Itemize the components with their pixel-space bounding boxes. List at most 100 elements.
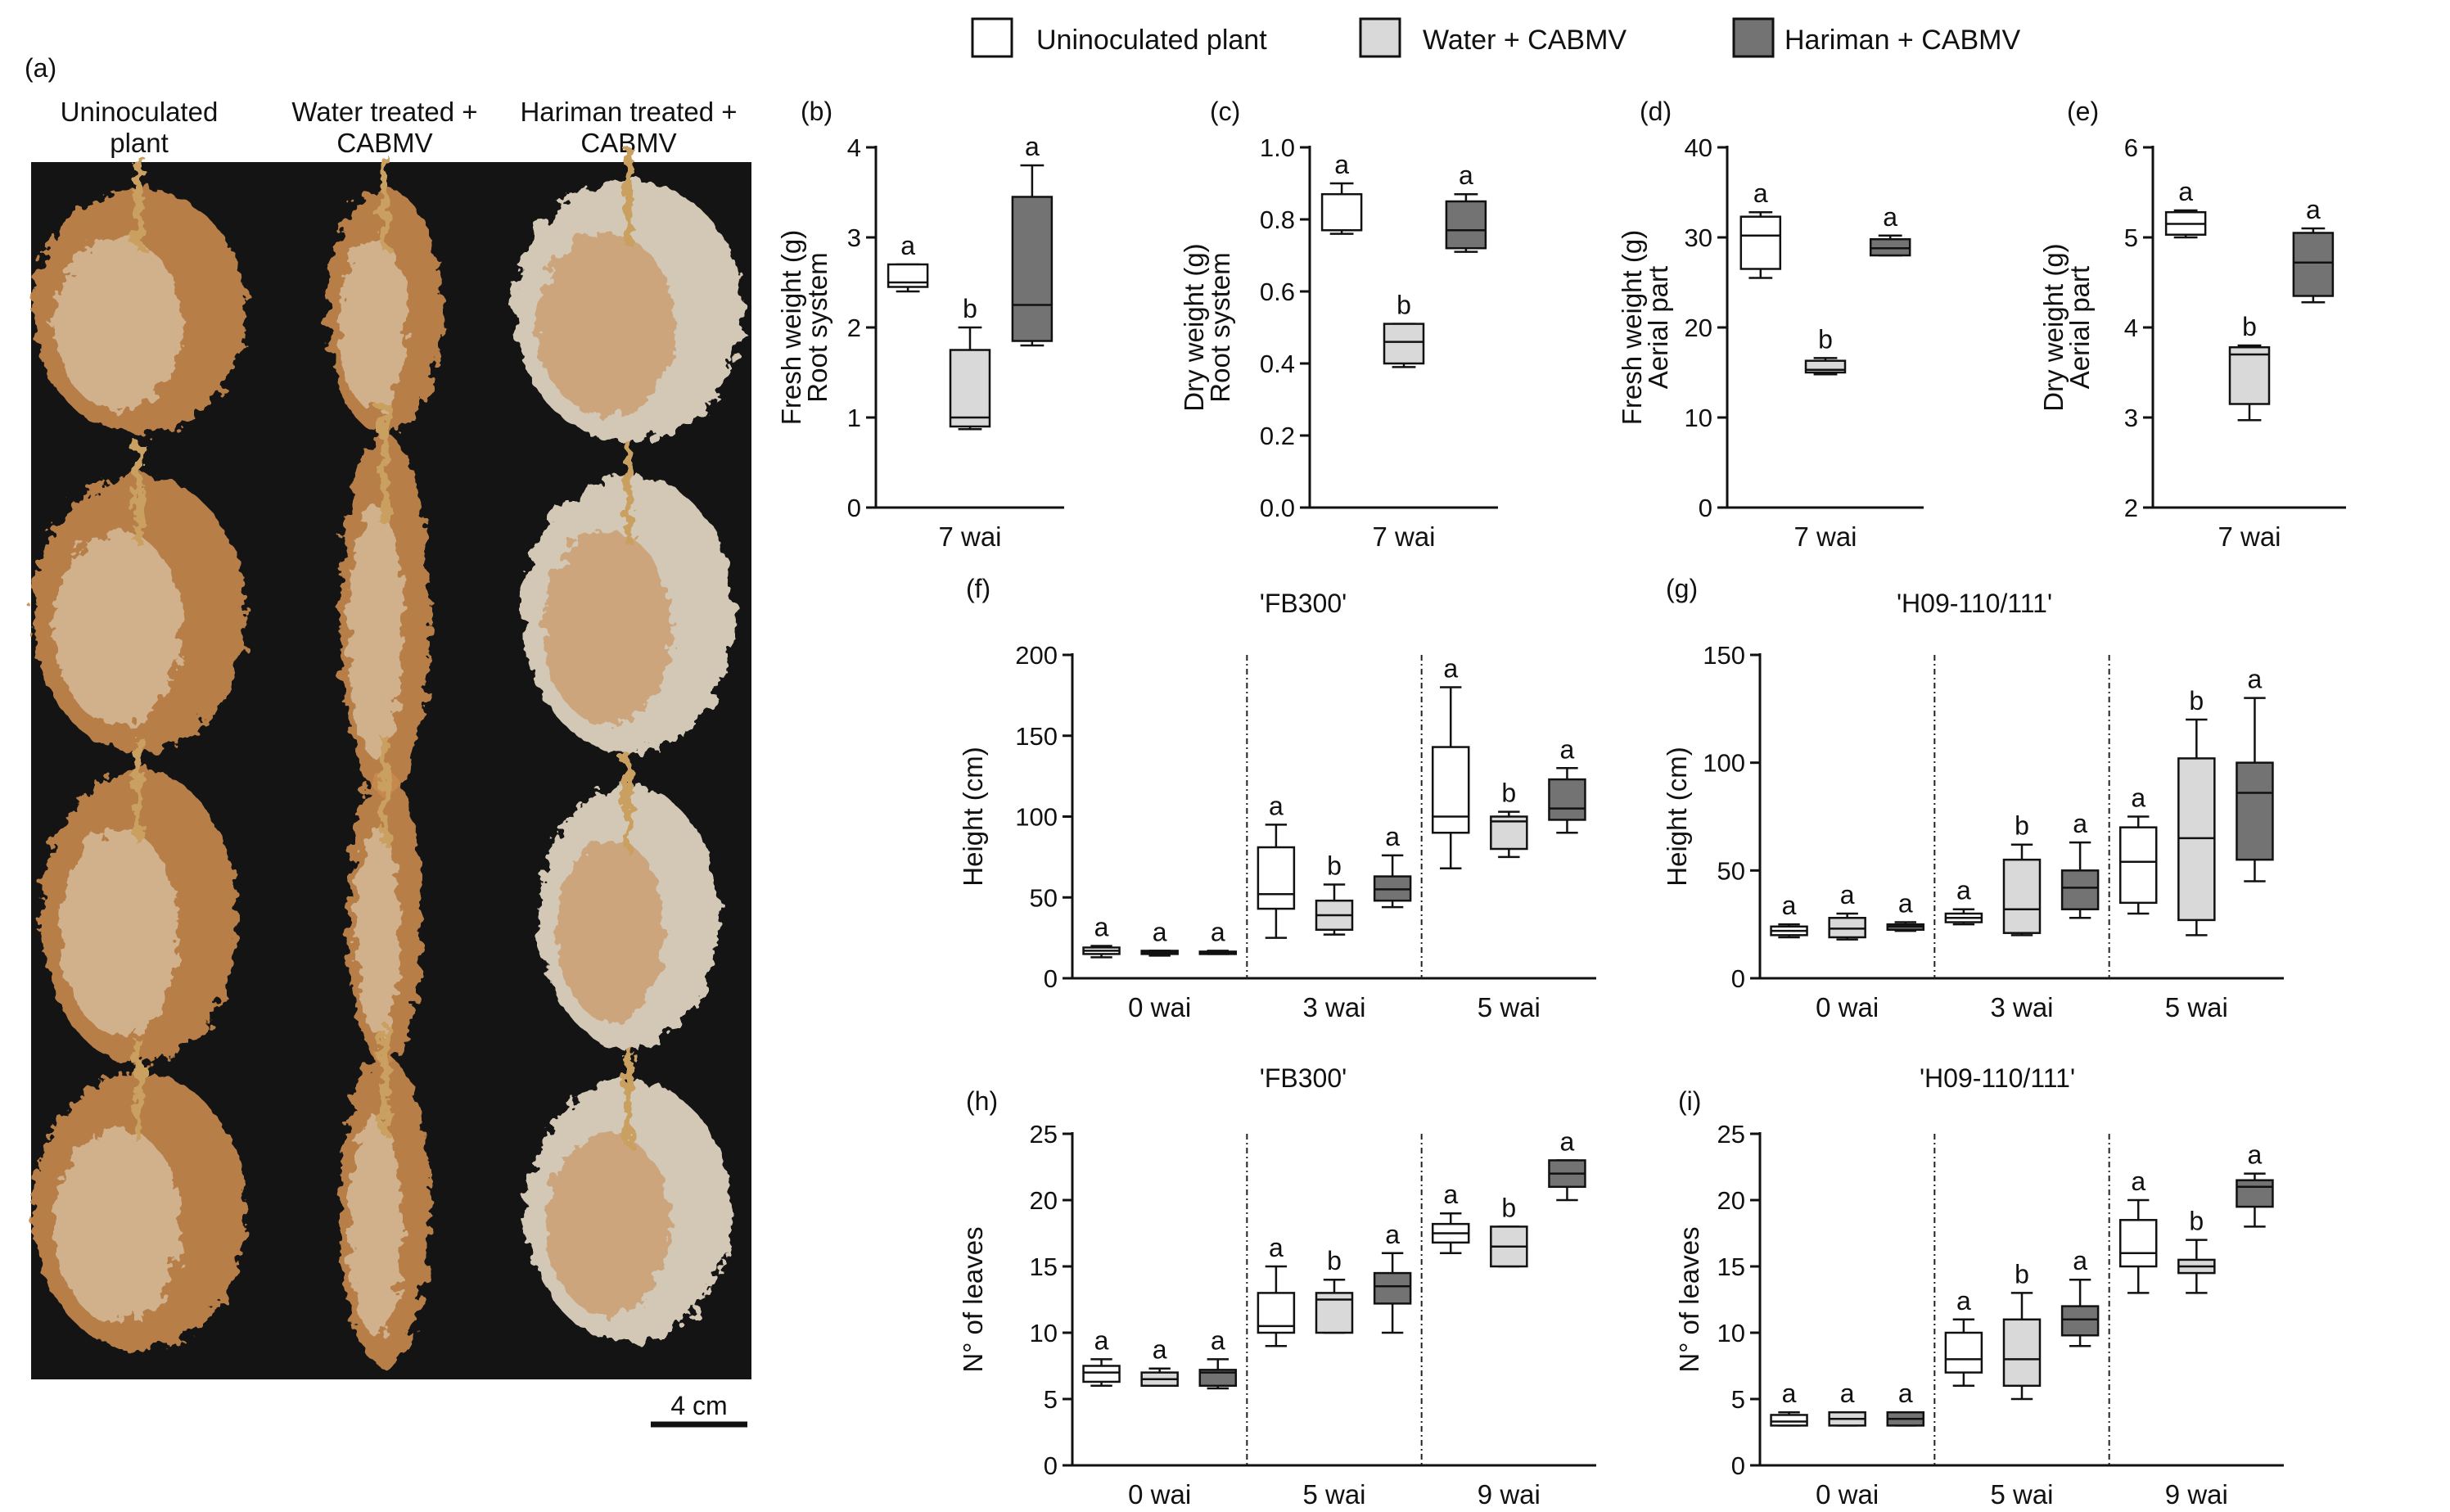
x-group-label: 5 wai (2165, 992, 2228, 1022)
y-tick-label: 0 (1731, 964, 1745, 993)
significance-letter: b (1818, 324, 1833, 354)
y-tick-label: 30 (1685, 223, 1712, 252)
y-tick-label: 0.8 (1260, 205, 1295, 234)
box-d-2: a (1869, 202, 1911, 257)
legend-label-uninoculated: Uninoculated plant (1036, 25, 1267, 56)
box-f-8: a (1548, 734, 1586, 834)
y-tick-label: 0.4 (1260, 350, 1295, 378)
y-axis-label: Aerial part (2064, 266, 2095, 389)
box-i-5: a (2060, 1246, 2100, 1347)
x-group-label: 7 wai (1372, 521, 1435, 552)
y-tick-label: 0.0 (1260, 494, 1295, 522)
box-i-4: b (2002, 1259, 2042, 1401)
y-axis-label: Fresh weight (g) (1617, 230, 1647, 425)
y-tick-label: 15 (1717, 1252, 1745, 1281)
root-mass-highlight (349, 1118, 403, 1336)
chart-panel-b: (b) 0 1 2 3 4 Fresh weight (g)Root system 7 wai… (776, 97, 1064, 552)
root-mass-highlight (61, 828, 178, 1035)
box-h-5: a (1373, 1220, 1412, 1334)
root-mass-highlight (349, 506, 403, 758)
root-sample (340, 401, 430, 794)
photo-col-label-2-line1: Water treated + (291, 97, 477, 127)
box-c-1: b (1383, 291, 1425, 368)
y-axis-label: N° of leaves (958, 1226, 988, 1372)
significance-letter: b (2242, 312, 2257, 341)
panel-label-b: (b) (801, 97, 832, 126)
significance-letter: b (1501, 779, 1516, 808)
box-iqr (1082, 1365, 1121, 1383)
root-mass-highlight (54, 237, 182, 409)
y-tick-label: 2 (847, 314, 861, 342)
box-iqr (1445, 200, 1487, 250)
y-tick-label: 150 (1703, 641, 1745, 670)
significance-letter: a (1753, 178, 1768, 208)
chart-title-h: 'FB300' (1260, 1063, 1347, 1093)
root-sample (522, 442, 735, 753)
significance-letter: a (1782, 1379, 1797, 1408)
significance-letter: a (1840, 880, 1855, 909)
box-h-7: b (1490, 1193, 1528, 1268)
box-f-0: a (1082, 913, 1121, 959)
panel-label-a: (a) (25, 53, 56, 83)
significance-letter: a (1094, 1325, 1109, 1355)
x-group-label: 5 wai (1478, 992, 1541, 1022)
box-g-6: a (2118, 783, 2158, 915)
box-iqr (1198, 1369, 1238, 1388)
legend-item-hariman: Hariman + CABMV (1732, 17, 2020, 58)
box-b-0: a (887, 231, 929, 293)
legend-label-hariman: Hariman + CABMV (1784, 25, 2020, 56)
root-mass-highlight (557, 838, 665, 1022)
x-group-label: 5 wai (1990, 1479, 2053, 1510)
photo-col-label-1-line1: Uninoculated (61, 97, 219, 127)
y-tick-label: 0 (847, 494, 861, 522)
y-tick-label: 1.0 (1260, 133, 1295, 162)
significance-letter: b (1327, 851, 1342, 880)
y-tick-label: 0 (1731, 1451, 1745, 1480)
box-iqr (2236, 761, 2274, 861)
y-tick-label: 5 (1731, 1385, 1745, 1414)
x-group-label: 3 wai (1302, 992, 1365, 1022)
y-tick-label: 200 (1015, 641, 1058, 670)
chart-panel-h: (h) 'FB300' 0 5 10 15 20 25 N° of leaves 0 wai 5 w… (958, 1063, 1596, 1510)
y-tick-label: 15 (1030, 1252, 1058, 1281)
y-tick-label: 3 (847, 223, 861, 252)
legend-swatch-hariman (1732, 17, 1775, 58)
box-g-7: b (2177, 686, 2216, 937)
significance-letter: a (2131, 1167, 2145, 1196)
x-group-label: 5 wai (1302, 1479, 1365, 1510)
box-iqr (887, 263, 929, 288)
y-tick-label: 5 (1044, 1385, 1058, 1414)
significance-letter: b (963, 294, 977, 323)
legend-item-water: Water + CABMV (1359, 17, 1627, 58)
box-iqr (2177, 757, 2216, 922)
box-g-2: a (1886, 889, 1925, 932)
box-b-2: a (1011, 132, 1054, 347)
box-g-3: a (1944, 876, 1983, 926)
y-tick-label: 4 (2124, 314, 2138, 342)
significance-letter: a (1025, 132, 1040, 161)
significance-letter: a (1269, 791, 1284, 820)
y-tick-label: 25 (1717, 1120, 1745, 1149)
y-axis-label: Root system (802, 252, 832, 402)
y-tick-label: 100 (1015, 803, 1058, 832)
significance-letter: a (2306, 195, 2321, 224)
x-group-label: 9 wai (1478, 1479, 1541, 1510)
significance-letter: a (1211, 1325, 1225, 1355)
root-sample (33, 442, 246, 753)
box-h-8: a (1548, 1126, 1586, 1202)
y-tick-label: 50 (1030, 883, 1058, 912)
y-tick-label: 3 (2124, 404, 2138, 432)
box-iqr (1770, 1414, 1808, 1427)
y-tick-label: 2 (2124, 494, 2138, 522)
significance-letter: a (1334, 150, 1349, 179)
box-d-1: b (1804, 324, 1847, 376)
y-tick-label: 20 (1030, 1186, 1058, 1215)
box-i-2: a (1886, 1379, 1925, 1427)
root-sample (327, 156, 442, 434)
y-tick-label: 4 (847, 133, 861, 162)
x-group-label: 0 wai (1128, 1479, 1191, 1510)
x-group-label: 0 wai (1128, 992, 1191, 1022)
x-group-label: 0 wai (1816, 1479, 1879, 1510)
x-group-label: 3 wai (1990, 992, 2053, 1022)
